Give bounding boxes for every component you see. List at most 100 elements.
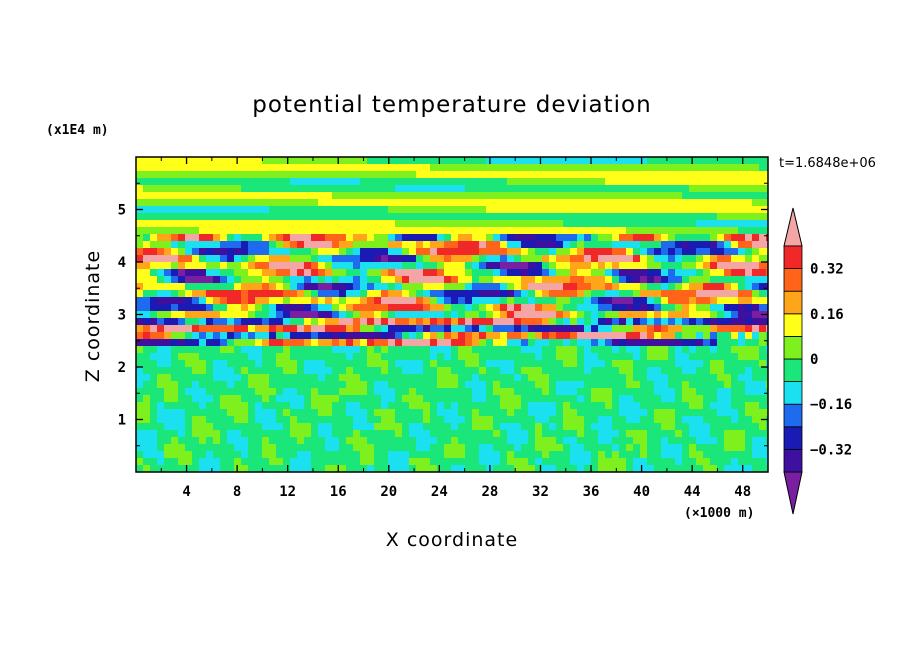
heatmap-cell bbox=[745, 367, 752, 374]
heatmap-cell bbox=[325, 325, 332, 332]
heatmap-cell bbox=[395, 269, 402, 276]
heatmap-cell bbox=[171, 185, 178, 192]
heatmap-cell bbox=[766, 185, 768, 192]
heatmap-cell bbox=[374, 255, 381, 262]
heatmap-cell bbox=[710, 465, 717, 472]
heatmap-cell bbox=[710, 311, 717, 318]
heatmap-cell bbox=[339, 255, 346, 262]
heatmap-cell bbox=[493, 388, 500, 395]
heatmap-cell bbox=[493, 325, 500, 332]
heatmap-cell bbox=[647, 367, 654, 374]
heatmap-cell bbox=[304, 311, 311, 318]
heatmap-cell bbox=[640, 311, 647, 318]
heatmap-cell bbox=[542, 444, 549, 451]
heatmap-cell bbox=[311, 360, 318, 367]
heatmap-cell bbox=[360, 171, 367, 178]
heatmap-cell bbox=[241, 262, 248, 269]
heatmap-cell bbox=[717, 402, 724, 409]
heatmap-cell bbox=[479, 192, 486, 199]
heatmap-cell bbox=[311, 283, 318, 290]
heatmap-cell bbox=[451, 248, 458, 255]
heatmap-cell bbox=[584, 283, 591, 290]
heatmap-cell bbox=[185, 353, 192, 360]
heatmap-cell bbox=[619, 283, 626, 290]
heatmap-cell bbox=[465, 255, 472, 262]
heatmap-cell bbox=[297, 262, 304, 269]
heatmap-cell bbox=[367, 451, 374, 458]
heatmap-cell bbox=[486, 276, 493, 283]
heatmap-cell bbox=[241, 409, 248, 416]
heatmap-cell bbox=[570, 234, 577, 241]
heatmap-cell bbox=[500, 241, 507, 248]
heatmap-cell bbox=[409, 304, 416, 311]
heatmap-cell bbox=[276, 353, 283, 360]
heatmap-cell bbox=[269, 276, 276, 283]
heatmap-cell bbox=[150, 430, 157, 437]
heatmap-cell bbox=[738, 262, 745, 269]
heatmap-cell bbox=[514, 304, 521, 311]
heatmap-cell bbox=[451, 269, 458, 276]
heatmap-cell bbox=[185, 339, 192, 346]
heatmap-cell bbox=[738, 234, 745, 241]
heatmap-cell bbox=[745, 346, 752, 353]
heatmap-cell bbox=[626, 381, 633, 388]
heatmap-cell bbox=[682, 395, 689, 402]
heatmap-cell bbox=[332, 304, 339, 311]
heatmap-cell bbox=[451, 241, 458, 248]
heatmap-cell bbox=[766, 241, 768, 248]
heatmap-cell bbox=[318, 255, 325, 262]
heatmap-cell bbox=[591, 164, 598, 171]
heatmap-cell bbox=[584, 325, 591, 332]
heatmap-cell bbox=[703, 199, 710, 206]
heatmap-cell bbox=[563, 283, 570, 290]
heatmap-cell bbox=[584, 276, 591, 283]
heatmap-cell bbox=[248, 318, 255, 325]
heatmap-cell bbox=[472, 395, 479, 402]
heatmap-cell bbox=[360, 199, 367, 206]
heatmap-cell bbox=[577, 157, 584, 164]
heatmap-cell bbox=[339, 157, 346, 164]
heatmap-cell bbox=[493, 339, 500, 346]
heatmap-cell bbox=[325, 297, 332, 304]
heatmap-cell bbox=[276, 318, 283, 325]
heatmap-cell bbox=[178, 353, 185, 360]
heatmap-cell bbox=[332, 199, 339, 206]
heatmap-cell bbox=[262, 206, 269, 213]
heatmap-cell bbox=[367, 241, 374, 248]
heatmap-cell bbox=[192, 297, 199, 304]
heatmap-cell bbox=[213, 157, 220, 164]
heatmap-cell bbox=[549, 248, 556, 255]
heatmap-cell bbox=[360, 451, 367, 458]
heatmap-cell bbox=[234, 395, 241, 402]
heatmap-cell bbox=[472, 164, 479, 171]
heatmap-cell bbox=[402, 311, 409, 318]
heatmap-cell bbox=[269, 234, 276, 241]
heatmap-cell bbox=[724, 430, 731, 437]
heatmap-cell bbox=[367, 332, 374, 339]
heatmap-cell bbox=[486, 192, 493, 199]
heatmap-cell bbox=[731, 444, 738, 451]
heatmap-cell bbox=[423, 206, 430, 213]
heatmap-cell bbox=[472, 192, 479, 199]
heatmap-cell bbox=[577, 199, 584, 206]
heatmap-cell bbox=[157, 248, 164, 255]
heatmap-cell bbox=[241, 199, 248, 206]
heatmap-cell bbox=[724, 290, 731, 297]
heatmap-cell bbox=[374, 318, 381, 325]
heatmap-cell bbox=[612, 430, 619, 437]
heatmap-cell bbox=[675, 297, 682, 304]
colorbar-segment bbox=[783, 335, 803, 360]
heatmap-cell bbox=[549, 199, 556, 206]
heatmap-cell bbox=[409, 367, 416, 374]
heatmap-cell bbox=[185, 227, 192, 234]
heatmap-cell bbox=[248, 192, 255, 199]
heatmap-cell bbox=[150, 437, 157, 444]
heatmap-cell bbox=[444, 416, 451, 423]
heatmap-cell bbox=[486, 311, 493, 318]
heatmap-cell bbox=[367, 423, 374, 430]
heatmap-cell bbox=[255, 171, 262, 178]
heatmap-cell bbox=[675, 269, 682, 276]
heatmap-cell bbox=[759, 325, 766, 332]
heatmap-cell bbox=[311, 276, 318, 283]
heatmap-cell bbox=[199, 325, 206, 332]
